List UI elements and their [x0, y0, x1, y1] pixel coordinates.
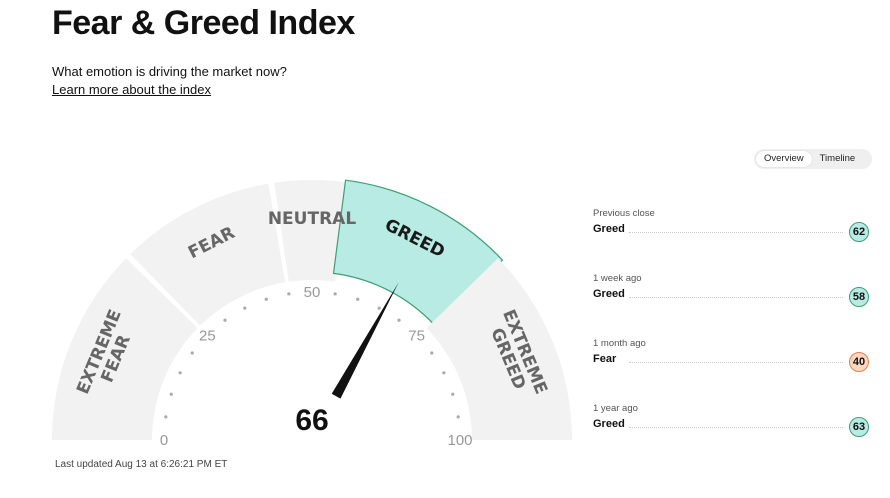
gauge-scale-label: 0	[160, 432, 168, 449]
gauge-tick-dot	[442, 371, 446, 375]
gauge-scale-label: 75	[408, 327, 425, 344]
gauge-segment-fear	[130, 183, 286, 326]
gauge-hub	[260, 388, 364, 492]
gauge-scale-label: 100	[447, 432, 472, 449]
history-leader-line	[629, 427, 843, 428]
history-value-badge: 40	[849, 352, 869, 372]
gauge-tick-dot	[456, 415, 460, 419]
gauge-tick-dot	[333, 292, 337, 296]
history-value-badge: 58	[849, 287, 869, 307]
timeline-tab[interactable]: Timeline	[819, 153, 856, 164]
gauge-label-neutral: NEUTRAL	[268, 209, 356, 229]
learn-more-link[interactable]: Learn more about the index	[52, 82, 211, 97]
gauge-scale-label: 25	[199, 327, 216, 344]
gauge-segment-greed	[332, 179, 504, 326]
history-rating: Fear	[593, 353, 617, 365]
history-row-1-week-ago: 1 week ago Greed 58	[593, 265, 873, 330]
gauge-needle	[331, 282, 399, 399]
page-title: Fear & Greed Index	[52, 4, 355, 42]
gauge-tick-dot	[430, 351, 434, 355]
history-period: 1 year ago	[593, 403, 638, 414]
gauge-tick-dot	[356, 297, 360, 301]
last-updated: Last updated Aug 13 at 6:26:21 PM ET	[55, 459, 228, 470]
history-rating: Greed	[593, 223, 625, 235]
gauge-scale-label: 50	[304, 284, 321, 301]
history-list: Previous close Greed 62 1 week ago Greed…	[593, 200, 873, 460]
gauge-tick-dot	[190, 351, 194, 355]
page-subtitle: What emotion is driving the market now?	[52, 64, 287, 79]
history-leader-line	[629, 362, 843, 363]
gauge-score: 66	[295, 404, 329, 437]
gauge-segment-neutral	[274, 180, 350, 282]
gauge-tick-dot	[264, 297, 268, 301]
history-leader-line	[629, 297, 843, 298]
history-row-previous-close: Previous close Greed 62	[593, 200, 873, 265]
history-value-badge: 63	[849, 417, 869, 437]
gauge-tick-dot	[178, 371, 182, 375]
history-rating: Greed	[593, 288, 625, 300]
overview-tab[interactable]: Overview	[756, 151, 812, 167]
gauge-tick-dot	[169, 392, 173, 396]
history-row-1-year-ago: 1 year ago Greed 63	[593, 395, 873, 460]
gauge-segment-extreme-fear	[52, 258, 198, 440]
gauge-tick-dot	[377, 306, 381, 310]
history-period: Previous close	[593, 208, 655, 219]
history-row-1-month-ago: 1 month ago Fear 40	[593, 330, 873, 395]
history-period: 1 month ago	[593, 338, 646, 349]
gauge-tick-dot	[223, 318, 227, 322]
gauge-tick-dot	[287, 292, 291, 296]
history-rating: Greed	[593, 418, 625, 430]
gauge-tick-dot	[164, 415, 168, 419]
history-period: 1 week ago	[593, 273, 642, 284]
view-toggle: Overview Timeline	[754, 149, 872, 169]
gauge-segment-extreme-greed	[426, 258, 572, 440]
history-value-badge: 62	[849, 222, 869, 242]
history-leader-line	[629, 232, 843, 233]
gauge-tick-dot	[243, 306, 247, 310]
gauge-tick-dot	[397, 318, 401, 322]
gauge-tick-dot	[451, 392, 455, 396]
